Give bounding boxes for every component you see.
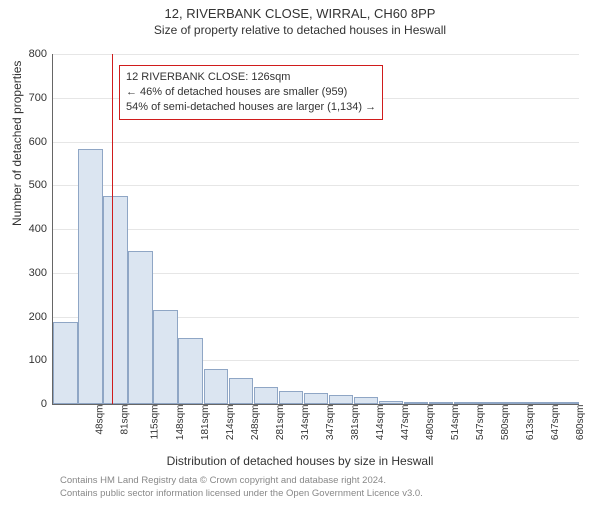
histogram-bar — [429, 402, 454, 404]
y-tick-label: 300 — [7, 267, 47, 279]
y-tick-label: 0 — [7, 398, 47, 410]
histogram-bar — [153, 310, 178, 404]
histogram-bar — [404, 402, 429, 404]
x-tick-label: 580sqm — [500, 405, 511, 441]
chart-subtitle: Size of property relative to detached ho… — [0, 23, 600, 37]
histogram-bar — [103, 196, 128, 404]
x-tick-label: 447sqm — [400, 405, 411, 441]
x-tick-label: 81sqm — [119, 405, 130, 435]
histogram-bar — [304, 393, 329, 404]
gridline — [53, 229, 579, 230]
histogram-bar — [554, 402, 579, 404]
footer-line-2: Contains public sector information licen… — [60, 488, 423, 500]
histogram-bar — [178, 338, 203, 404]
chart-title: 12, RIVERBANK CLOSE, WIRRAL, CH60 8PP — [0, 6, 600, 21]
chart-area: 010020030040050060070080048sqm81sqm115sq… — [52, 54, 578, 404]
reference-line — [112, 54, 113, 404]
histogram-bar — [128, 251, 153, 404]
histogram-bar — [329, 395, 354, 404]
x-tick-label: 347sqm — [325, 405, 336, 441]
histogram-bar — [229, 378, 254, 404]
histogram-bar — [529, 402, 554, 404]
y-tick-label: 200 — [7, 311, 47, 323]
x-tick-label: 181sqm — [200, 405, 211, 441]
annotation-line: 12 RIVERBANK CLOSE: 126sqm — [126, 70, 376, 85]
x-tick-label: 281sqm — [275, 405, 286, 441]
footer-attribution: Contains HM Land Registry data © Crown c… — [60, 475, 423, 500]
y-tick-label: 800 — [7, 48, 47, 60]
histogram-bar — [279, 391, 304, 404]
annotation-box: 12 RIVERBANK CLOSE: 126sqm← 46% of detac… — [119, 65, 383, 120]
gridline — [53, 185, 579, 186]
x-tick-label: 547sqm — [475, 405, 486, 441]
y-tick-label: 700 — [7, 92, 47, 104]
histogram-bar — [53, 322, 78, 404]
y-tick-label: 500 — [7, 179, 47, 191]
histogram-bar — [78, 149, 103, 405]
x-tick-label: 613sqm — [525, 405, 536, 441]
histogram-bar — [504, 402, 529, 404]
x-tick-label: 680sqm — [576, 405, 587, 441]
gridline — [53, 54, 579, 55]
annotation-line: ← 46% of detached houses are smaller (95… — [126, 85, 376, 100]
histogram-bar — [379, 401, 404, 405]
x-tick-label: 381sqm — [350, 405, 361, 441]
y-tick-label: 100 — [7, 354, 47, 366]
x-tick-label: 115sqm — [149, 405, 160, 440]
x-tick-label: 514sqm — [450, 405, 461, 441]
x-tick-label: 148sqm — [175, 405, 186, 441]
footer-line-1: Contains HM Land Registry data © Crown c… — [60, 475, 423, 487]
histogram-bar — [204, 369, 229, 404]
y-tick-label: 600 — [7, 136, 47, 148]
x-tick-label: 314sqm — [300, 405, 311, 441]
x-axis-label: Distribution of detached houses by size … — [0, 454, 600, 468]
y-tick-label: 400 — [7, 223, 47, 235]
x-tick-label: 647sqm — [550, 405, 561, 441]
x-tick-label: 480sqm — [425, 405, 436, 441]
plot-region: 010020030040050060070080048sqm81sqm115sq… — [52, 54, 579, 405]
x-tick-label: 248sqm — [250, 405, 261, 441]
x-tick-label: 414sqm — [375, 405, 386, 441]
x-tick-label: 48sqm — [94, 405, 105, 435]
gridline — [53, 142, 579, 143]
annotation-line: 54% of semi-detached houses are larger (… — [126, 100, 376, 115]
x-tick-label: 214sqm — [225, 405, 236, 441]
histogram-bar — [254, 387, 279, 405]
histogram-bar — [354, 397, 379, 404]
histogram-bar — [479, 402, 504, 404]
histogram-bar — [454, 402, 479, 404]
